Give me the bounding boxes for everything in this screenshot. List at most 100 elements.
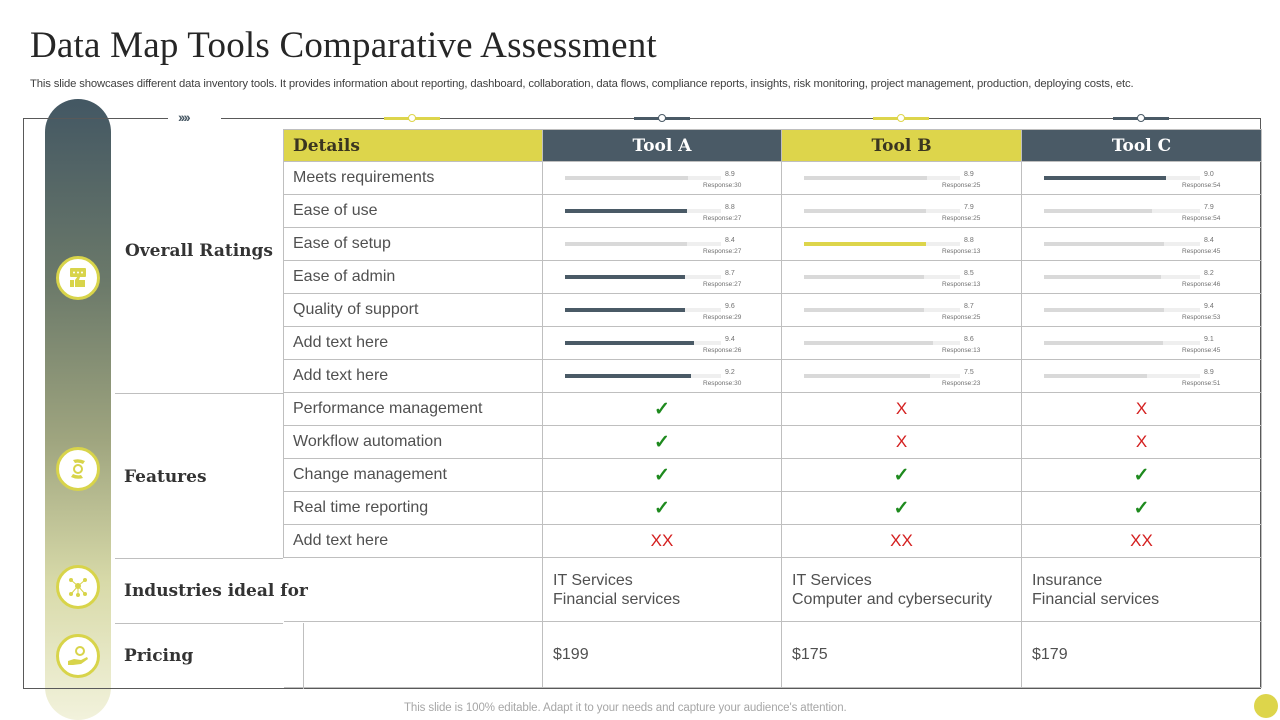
rating-bar-fill xyxy=(804,374,931,378)
rating-cell-tool-c: 9.0 Response:54 xyxy=(1021,161,1262,195)
rating-value: 9.1 xyxy=(1204,336,1214,343)
rating-bar-track xyxy=(1044,209,1200,213)
header-details: Details xyxy=(283,129,543,162)
rating-bar-fill xyxy=(565,374,692,378)
rating-response-count: Response:53 xyxy=(1182,314,1221,321)
check-icon: ✓ xyxy=(654,398,670,420)
feature-cell-tool-a: ✓ xyxy=(542,458,782,492)
feature-cell-tool-c: ✓ xyxy=(1021,458,1262,492)
rating-value: 8.7 xyxy=(964,303,974,310)
page-title: Data Map Tools Comparative Assessment xyxy=(30,25,657,66)
rating-value: 8.9 xyxy=(964,171,974,178)
rating-bar-track xyxy=(804,308,960,312)
feature-label: Performance management xyxy=(283,392,543,426)
industry-line: Insurance xyxy=(1032,571,1103,589)
rating-cell-tool-c: 8.2 Response:46 xyxy=(1021,260,1262,294)
table-header-row: Details Tool A Tool B Tool C xyxy=(283,129,1262,162)
rating-response-count: Response:27 xyxy=(703,281,742,288)
feature-cell-tool-c: X xyxy=(1021,392,1262,426)
rating-response-count: Response:45 xyxy=(1182,347,1221,354)
check-icon: ✓ xyxy=(893,464,910,486)
rating-bar-track xyxy=(804,341,960,345)
rating-cell-tool-c: 7.9 Response:54 xyxy=(1021,194,1262,228)
rating-response-count: Response:54 xyxy=(1182,215,1221,222)
hands-gear-icon xyxy=(56,447,100,491)
feature-row: Change management ✓ ✓ ✓ xyxy=(283,458,1262,492)
comparison-table: Details Tool A Tool B Tool C Meets requi… xyxy=(283,129,1262,688)
rating-response-count: Response:45 xyxy=(1182,248,1221,255)
rating-bar-fill xyxy=(1044,374,1147,378)
connector-tool-a xyxy=(634,114,690,122)
rating-response-count: Response:27 xyxy=(703,248,742,255)
check-icon: ✓ xyxy=(654,431,670,453)
rating-value: 7.9 xyxy=(1204,204,1214,211)
cross-icon: X xyxy=(1135,432,1148,451)
rating-bar-fill xyxy=(565,209,687,213)
rating-bar-fill xyxy=(804,176,928,180)
rating-bar-track xyxy=(1044,374,1200,378)
rating-response-count: Response:13 xyxy=(942,281,981,288)
rating-bar-track xyxy=(1044,341,1200,345)
rating-cell-tool-b: 8.8 Response:13 xyxy=(781,227,1022,261)
rating-value: 8.4 xyxy=(1204,237,1214,244)
industry-line: IT Services xyxy=(792,571,872,589)
industries-cell-tool-c: Insurance Financial services xyxy=(1021,557,1262,622)
feature-cell-tool-a: ✓ xyxy=(542,392,782,426)
feature-cell-tool-b: ✓ xyxy=(781,491,1022,525)
feature-row: Real time reporting ✓ ✓ ✓ xyxy=(283,491,1262,525)
rating-label: Ease of setup xyxy=(283,227,543,261)
industry-line: Financial services xyxy=(553,590,681,608)
rating-value: 8.2 xyxy=(1204,270,1214,277)
feature-cell-tool-b: X xyxy=(781,392,1022,426)
feature-row: Workflow automation ✓ X X xyxy=(283,425,1262,459)
rating-bar-track xyxy=(1044,176,1200,180)
price-cell-tool-b: $175 xyxy=(781,621,1022,688)
feature-cell-tool-a: XX xyxy=(542,524,782,558)
rating-cell-tool-c: 8.4 Response:45 xyxy=(1021,227,1262,261)
rating-value: 8.6 xyxy=(964,336,974,343)
rating-response-count: Response:25 xyxy=(942,215,981,222)
rating-bar-track xyxy=(565,341,721,345)
rating-response-count: Response:29 xyxy=(703,314,742,321)
rating-bar-track xyxy=(565,209,721,213)
feature-cell-tool-b: X xyxy=(781,425,1022,459)
check-icon: ✓ xyxy=(1133,497,1150,519)
section-overall-ratings: Overall Ratings xyxy=(125,241,273,261)
feature-cell-tool-c: XX xyxy=(1021,524,1262,558)
rating-value: 8.8 xyxy=(725,204,735,211)
rating-value: 8.9 xyxy=(725,171,735,178)
check-icon: ✓ xyxy=(654,464,670,486)
rating-bar-fill xyxy=(565,275,686,279)
feature-label: Add text here xyxy=(283,524,543,558)
pricing-spacer xyxy=(283,621,543,688)
rating-value: 7.9 xyxy=(964,204,974,211)
rating-value: 9.0 xyxy=(1204,171,1214,178)
thumbs-up-chat-icon xyxy=(56,256,100,300)
sidebar-gradient-pill xyxy=(45,99,111,720)
rating-bar-track xyxy=(804,209,960,213)
industries-cell-tool-b: IT Services Computer and cybersecurity xyxy=(781,557,1022,622)
rating-bar-track xyxy=(804,275,960,279)
frame-top-line-right xyxy=(221,118,1261,119)
rating-row: Quality of support 9.6 Response:29 8.7 R… xyxy=(283,293,1262,327)
divider-features-industries xyxy=(115,558,283,559)
corner-dot-decoration xyxy=(1254,694,1278,718)
rating-bar-fill xyxy=(804,242,926,246)
rating-response-count: Response:13 xyxy=(942,347,981,354)
rating-cell-tool-b: 8.9 Response:25 xyxy=(781,161,1022,195)
price-cell-tool-a: $199 xyxy=(542,621,782,688)
industries-spacer xyxy=(283,557,543,622)
rating-response-count: Response:25 xyxy=(942,182,981,189)
rating-bar-track xyxy=(565,176,721,180)
rating-response-count: Response:13 xyxy=(942,248,981,255)
connector-tool-b xyxy=(873,114,929,122)
rating-response-count: Response:27 xyxy=(703,215,742,222)
rating-response-count: Response:46 xyxy=(1182,281,1221,288)
rating-bar-track xyxy=(565,374,721,378)
feature-row: Add text here XX XX XX xyxy=(283,524,1262,558)
rating-bar-fill xyxy=(1044,209,1152,213)
rating-value: 7.5 xyxy=(964,369,974,376)
industries-cell-tool-a: IT Services Financial services xyxy=(542,557,782,622)
rating-bar-track xyxy=(1044,275,1200,279)
section-industries: Industries ideal for xyxy=(124,581,308,601)
